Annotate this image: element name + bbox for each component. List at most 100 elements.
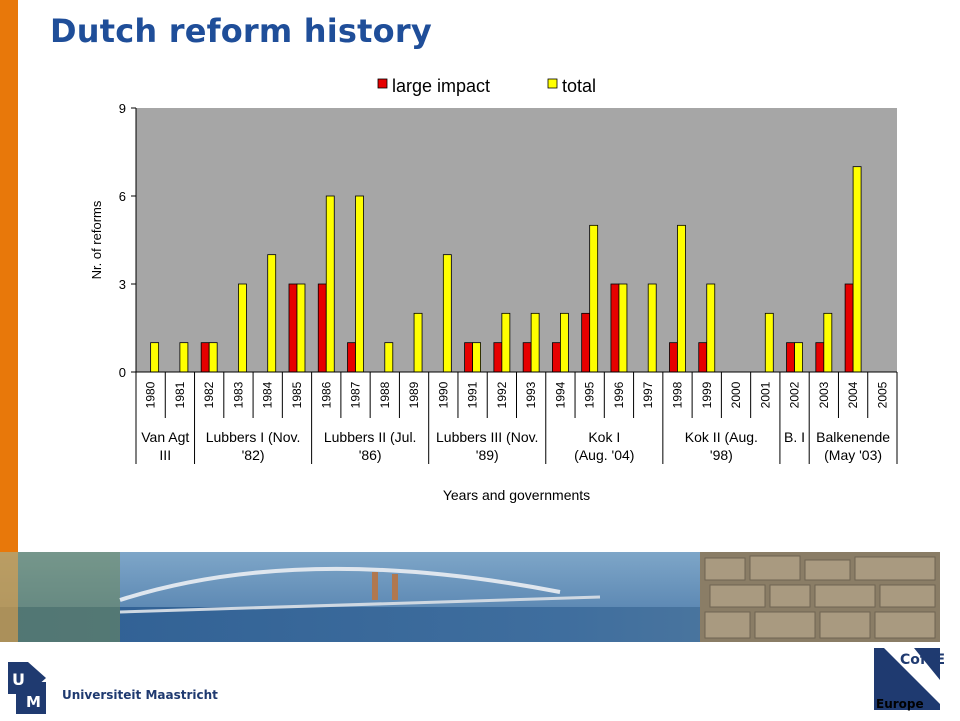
reform-bar-chart: 0 3 6 9 Nr. of reforms 1980 1981 1982 1983 1984 19… [89,76,898,503]
y-tick-label: 9 [119,101,126,116]
total-bar [267,254,277,373]
government-label: B. I [784,429,805,445]
y-axis-label: Nr. of reforms [89,200,104,279]
total-bar [618,283,628,373]
total-bar [355,195,364,373]
year-tick-label: 1989 [407,381,421,408]
government-label: '86) [359,447,382,463]
um-logo: U M [6,652,58,721]
year-tick-label: 1984 [261,381,275,408]
legend-swatch [547,78,558,89]
government-label: III [159,447,171,463]
um-letter-u: U [12,670,25,689]
year-tick-label: 2000 [729,381,743,408]
year-tick-label: 1996 [612,381,626,408]
total-bar [677,224,686,373]
um-letter-m: M [26,693,41,711]
year-tick-label: 1992 [495,381,509,408]
total-bar [647,283,657,373]
total-bar [794,342,803,373]
legend-label: total [562,76,596,96]
large-impact-bar [522,342,532,373]
government-label: Kok II (Aug. [685,429,758,445]
year-tick-label: 1987 [349,381,363,408]
large-impact-bar [552,342,561,373]
government-label: (Aug. '04) [574,447,634,463]
total-bar [150,342,160,373]
government-label: Van Agt [141,429,189,445]
government-label: (May '03) [824,447,882,463]
year-tick-label: 1999 [700,381,714,408]
year-tick-label: 2002 [788,381,802,408]
year-tick-label: 1990 [436,381,450,408]
large-impact-bar [669,342,678,373]
year-tick-label: 1985 [290,381,304,408]
total-bar [384,342,394,373]
large-impact-bar [288,283,298,373]
x-axis-label: Years and governments [443,487,590,503]
government-label: Lubbers III (Nov. [436,429,538,445]
plot-area [136,108,897,372]
total-bar [530,312,540,373]
year-tick-label: 1998 [670,381,684,408]
large-impact-bar [493,342,503,373]
large-impact-bar [698,342,708,373]
large-impact-bar [347,342,356,373]
legend-label: large impact [392,76,490,96]
year-tick-label: 1994 [553,381,567,408]
large-impact-bar [844,283,854,373]
large-impact-bar [317,283,327,373]
large-impact-bar [581,312,591,373]
total-bar [764,312,774,373]
cofee-region: Europe [876,697,924,711]
year-tick-label: 1997 [641,381,655,408]
government-label: '82) [242,447,265,463]
total-bar [501,312,511,373]
year-tick-label: 1980 [144,381,158,408]
total-bar [208,342,218,373]
government-label: Kok I [588,429,620,445]
year-tick-label: 2005 [875,381,889,408]
government-label: Balkenende [816,429,890,445]
total-bar [472,342,481,373]
total-bar [589,224,599,373]
total-bar [179,342,189,373]
page-title: Dutch reform history [50,12,432,50]
university-name: Universiteit Maastricht [62,688,218,702]
year-tick-label: 1993 [524,381,538,408]
year-tick-label: 1988 [378,381,392,408]
government-label: '98) [710,447,733,463]
year-tick-label: 2004 [846,381,860,408]
year-tick-label: 1991 [466,381,480,408]
large-impact-bar [815,342,825,373]
y-tick-label: 3 [119,277,126,292]
year-tick-label: 1983 [231,381,245,408]
accent-side-bar [0,0,18,640]
large-impact-bar [464,342,473,373]
year-tick-label: 1986 [319,381,333,408]
y-tick-label: 0 [119,365,126,380]
total-bar [325,195,335,373]
year-tick-label: 2003 [817,381,831,408]
total-bar [706,283,716,373]
large-impact-bar [610,283,620,373]
total-bar [413,312,423,373]
y-tick-label: 6 [119,189,126,204]
government-label: Lubbers II (Jul. [324,429,417,445]
year-tick-label: 2001 [758,381,772,408]
year-tick-label: 1995 [583,381,597,408]
total-bar [442,254,452,373]
legend-swatch [377,78,388,89]
total-bar [823,312,833,373]
total-bar [560,312,569,373]
year-tick-label: 1981 [173,381,187,408]
total-bar [238,283,247,373]
photo-banner [0,552,940,642]
government-label: '89) [476,447,499,463]
year-tick-label: 1982 [202,381,216,408]
total-bar [852,166,862,373]
government-label: Lubbers I (Nov. [206,429,301,445]
large-impact-bar [786,342,795,373]
